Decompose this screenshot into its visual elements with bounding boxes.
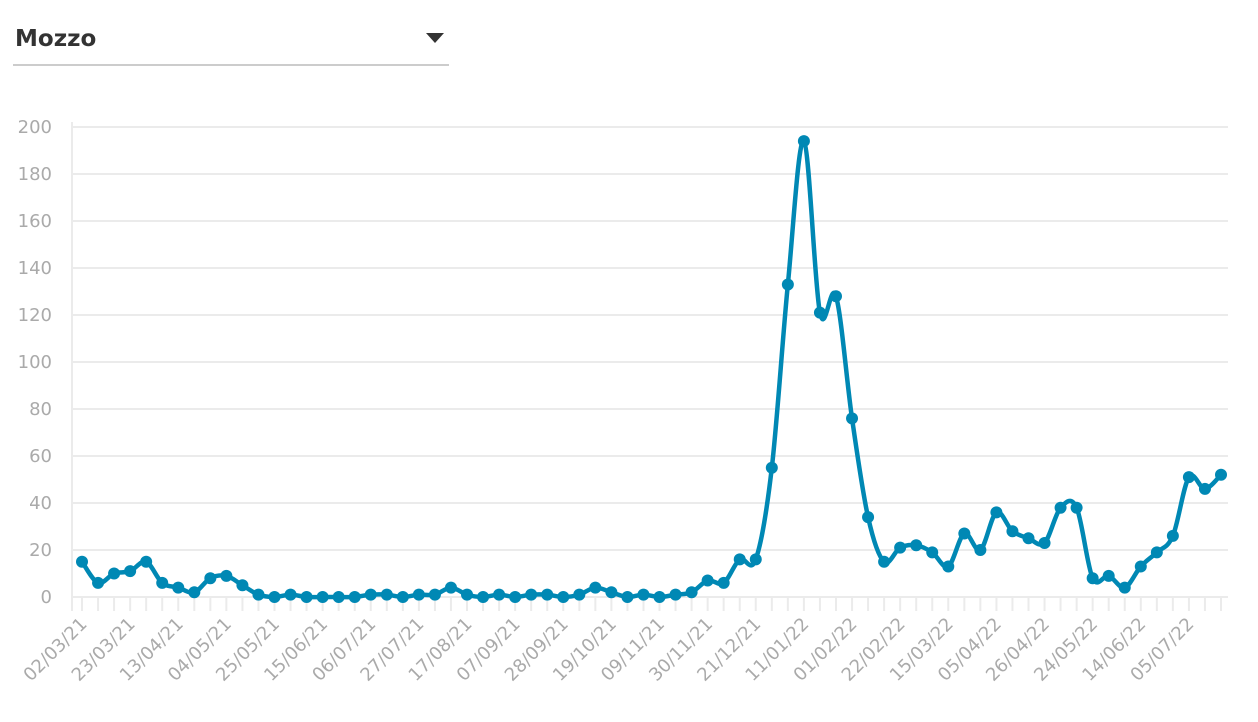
data-point: [541, 588, 554, 601]
data-point: [557, 591, 570, 603]
data-point: [1150, 546, 1163, 559]
data-point: [573, 588, 586, 601]
data-point: [332, 591, 345, 603]
data-point: [348, 591, 361, 603]
data-point: [1102, 569, 1115, 582]
data-point: [509, 591, 522, 603]
data-point: [813, 306, 826, 319]
data-point: [1070, 501, 1083, 514]
data-point: [926, 546, 939, 559]
y-tick-label: 40: [29, 493, 52, 514]
data-point: [685, 586, 698, 599]
data-point: [108, 567, 121, 580]
dropdown-selected-value: Mozzo: [15, 26, 97, 52]
data-point: [669, 588, 682, 601]
data-point: [701, 574, 714, 587]
data-point: [444, 581, 457, 594]
data-point: [749, 553, 762, 566]
product-dropdown[interactable]: Mozzo: [13, 18, 449, 66]
data-point: [653, 591, 666, 603]
data-point: [156, 576, 169, 589]
data-point: [284, 588, 297, 601]
data-point: [204, 572, 217, 585]
data-point: [396, 591, 409, 603]
caret-down-icon[interactable]: [426, 33, 444, 43]
y-tick-label: 100: [18, 352, 52, 373]
data-point: [525, 588, 538, 601]
data-point: [974, 544, 987, 556]
data-point: [140, 555, 153, 568]
data-point: [412, 588, 425, 601]
data-point: [461, 588, 474, 601]
data-point: [637, 588, 650, 601]
data-point: [717, 576, 730, 589]
data-point: [910, 539, 923, 552]
data-point: [862, 511, 875, 524]
data-point: [1215, 468, 1227, 481]
data-point: [894, 541, 907, 554]
y-tick-label: 200: [18, 117, 52, 138]
data-point: [92, 576, 105, 589]
data-point: [878, 555, 891, 568]
data-point: [605, 586, 618, 599]
data-point: [76, 555, 88, 568]
data-point: [829, 290, 842, 303]
y-tick-label: 180: [18, 164, 52, 185]
data-point: [1006, 525, 1019, 538]
data-point: [1086, 572, 1099, 585]
data-point: [477, 591, 490, 603]
data-point: [428, 588, 441, 601]
data-point: [172, 581, 185, 594]
data-point: [846, 412, 859, 425]
data-point: [990, 506, 1003, 519]
data-point: [1182, 471, 1195, 484]
data-point: [1022, 532, 1035, 545]
data-point: [188, 586, 201, 599]
data-point: [1166, 529, 1179, 542]
data-point: [268, 591, 281, 603]
data-point: [380, 588, 393, 601]
data-point: [589, 581, 602, 594]
y-tick-label: 120: [18, 305, 52, 326]
data-point: [1038, 536, 1051, 549]
data-point: [1134, 560, 1147, 573]
data-point: [942, 560, 955, 573]
y-tick-label: 140: [18, 258, 52, 279]
data-point: [797, 135, 810, 148]
y-tick-label: 80: [29, 399, 52, 420]
y-tick-label: 60: [29, 446, 52, 467]
data-point: [621, 591, 634, 603]
data-point: [1198, 482, 1211, 495]
data-point: [300, 591, 313, 603]
data-point: [316, 591, 329, 603]
data-point: [493, 588, 506, 601]
y-tick-label: 0: [41, 587, 52, 608]
data-point: [781, 278, 794, 291]
data-point: [220, 569, 233, 582]
data-point: [1054, 501, 1067, 514]
data-point: [958, 527, 971, 540]
y-tick-label: 20: [29, 540, 52, 561]
data-point: [236, 579, 249, 592]
data-point: [364, 588, 377, 601]
data-point: [765, 461, 778, 474]
series-line: [80, 138, 1223, 600]
data-point: [1118, 581, 1131, 594]
data-point: [124, 565, 137, 578]
y-tick-label: 160: [18, 211, 52, 232]
data-point: [252, 588, 265, 601]
data-point: [733, 553, 746, 566]
